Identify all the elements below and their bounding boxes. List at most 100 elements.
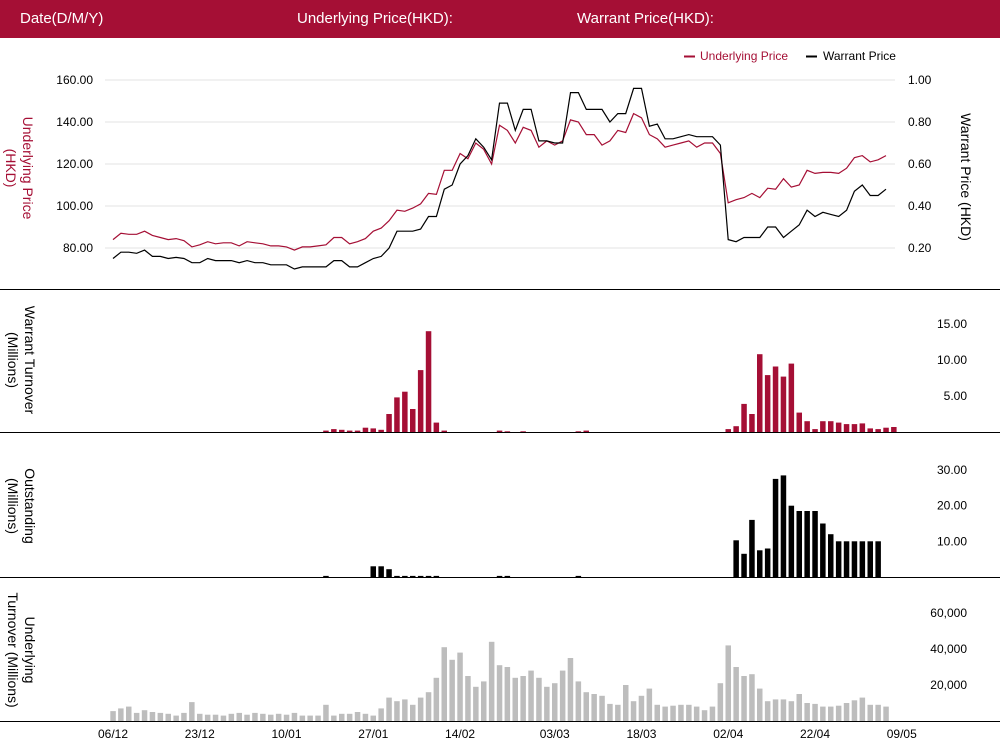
underlying-turnover-bar — [875, 704, 881, 721]
outstanding-bar — [741, 553, 747, 577]
x-tick-label: 09/05 — [887, 727, 917, 741]
legend-warrant-label: Warrant Price — [823, 49, 896, 63]
underlying-turnover-bar — [788, 701, 795, 721]
warrant-turnover-bar — [575, 431, 582, 432]
underlying-turnover-bar — [260, 713, 266, 721]
outstanding-bar — [370, 566, 376, 577]
underlying-turnover-bar — [583, 692, 589, 721]
outstanding-bar — [749, 519, 755, 577]
outstanding-bar — [788, 505, 795, 577]
underlying-turnover-bar — [599, 695, 605, 721]
underlying-turnover-bar — [504, 667, 511, 721]
underlying-turnover-bar — [638, 695, 645, 721]
underlying-turnover-bar — [481, 681, 487, 721]
warrant-turnover-axis-title: Warrant Turnover(Millions) — [5, 306, 38, 415]
underlying-turnover-bar — [749, 674, 755, 721]
outstanding-bar — [859, 541, 866, 577]
warrant-turnover-bar — [828, 421, 834, 432]
underlying-turnover-bar — [859, 697, 866, 721]
warrant-turnover-bar — [891, 427, 897, 432]
outstanding-bar — [828, 534, 834, 577]
outstanding-bar — [772, 478, 779, 577]
underlying-turnover-bar — [118, 708, 124, 721]
underlying-price-axis-title: Underlying Price(HKD) — [3, 117, 36, 220]
warrant-turnover-bar — [796, 412, 802, 432]
underlying-turnover-bar — [212, 714, 219, 721]
outstanding-bar — [757, 550, 763, 578]
price-right-tick-label: 0.40 — [908, 199, 932, 213]
underlying-price-label: Underlying Price(HKD): — [297, 10, 453, 27]
underlying-turnover-bar — [820, 706, 826, 721]
warrant-price-axis-title: Warrant Price (HKD) — [958, 113, 974, 241]
warrant-turnover-bar — [851, 424, 858, 432]
warrant-turnover-bar — [410, 409, 416, 432]
price-right-tick-label: 1.00 — [908, 73, 932, 87]
outstanding-bar — [417, 575, 424, 577]
outstanding-axis-title: Outstanding(Millions) — [5, 468, 38, 544]
underlying-turnover-bar — [575, 681, 582, 721]
underlying-turnover-bar — [528, 670, 534, 721]
underlying-turnover-bar — [701, 710, 708, 721]
underlying-turnover-bar — [615, 704, 621, 721]
warrant-price-label: Warrant Price(HKD): — [577, 10, 714, 27]
underlying-turnover-bar — [331, 715, 337, 721]
underlying-turnover-bar — [220, 715, 227, 721]
underlying-turnover-bar — [291, 712, 298, 721]
underlying-turnover-bar — [812, 703, 818, 721]
warrant-turnover-bar — [804, 421, 810, 432]
warrant-turnover-bar — [835, 422, 842, 432]
price-right-tick-label: 0.80 — [908, 115, 932, 129]
warrant-turnover-bar — [520, 431, 526, 432]
outstanding-bar — [378, 566, 384, 577]
grid-layer — [0, 79, 1000, 722]
warrant-turnover-bar — [733, 426, 739, 432]
underlying-turnover-bar — [709, 706, 716, 721]
underlying-turnover-bar — [465, 676, 471, 721]
warrant-turnover-bar — [583, 430, 589, 432]
outstanding-bar — [875, 541, 881, 577]
underlying-turnover-bar — [630, 701, 637, 721]
underlying-turnover-bar — [654, 704, 660, 721]
underlying-turnover-tick-label: 20,000 — [930, 678, 967, 692]
underlying-turnover-bar — [741, 676, 747, 721]
warrant-price-line — [112, 87, 887, 270]
outstanding-bar — [804, 511, 810, 577]
x-tick-label: 03/03 — [540, 727, 570, 741]
underlying-turnover-bar — [228, 713, 235, 721]
legend-underlying-label: Underlying Price — [700, 49, 788, 63]
outstanding-bar — [820, 523, 826, 577]
warrant-turnover-bar — [402, 391, 408, 432]
outstanding-bar — [402, 575, 408, 577]
price-left-tick-label: 80.00 — [63, 241, 93, 255]
underlying-turnover-bar — [835, 705, 842, 721]
underlying-turnover-bar — [141, 710, 148, 721]
outstanding-tick-label: 20.00 — [937, 499, 967, 513]
underlying-turnover-bar — [402, 699, 408, 721]
chart-header-bar: Date(D/M/Y) Underlying Price(HKD): Warra… — [0, 0, 1000, 38]
warrant-turnover-tick-label: 10.00 — [937, 353, 967, 367]
warrant-turnover-bar — [496, 430, 503, 432]
underlying-turnover-bar — [204, 714, 211, 721]
outstanding-bar — [496, 575, 503, 577]
warrant-turnover-bar — [433, 422, 440, 432]
underlying-turnover-bar — [670, 705, 676, 721]
underlying-turnover-bar — [133, 712, 140, 721]
warrant-turnover-bar — [378, 429, 384, 432]
underlying-turnover-bar — [181, 712, 187, 721]
warrant-turnover-bar — [331, 429, 337, 432]
underlying-turnover-bar — [299, 715, 306, 721]
underlying-turnover-bar — [717, 683, 724, 721]
text-layer: 160.00 140.00 120.00 100.00 80.00 1.00 0.80 0.6… — [3, 49, 974, 741]
outstanding-bar — [323, 575, 329, 577]
underlying-turnover-bar — [315, 715, 321, 721]
warrant-chart: 160.00 140.00 120.00 100.00 80.00 1.00 0.80 0.6… — [0, 49, 1000, 741]
outstanding-bar — [504, 575, 511, 577]
outstanding-tick-label: 10.00 — [937, 534, 967, 548]
underlying-turnover-bar — [544, 686, 550, 721]
underlying-turnover-bar — [851, 700, 858, 721]
price-left-tick-label: 120.00 — [56, 157, 93, 171]
outstanding-bar — [386, 569, 392, 577]
underlying-turnover-bar — [780, 699, 787, 721]
outstanding-bar — [796, 511, 802, 577]
underlying-turnover-bar — [457, 652, 463, 721]
